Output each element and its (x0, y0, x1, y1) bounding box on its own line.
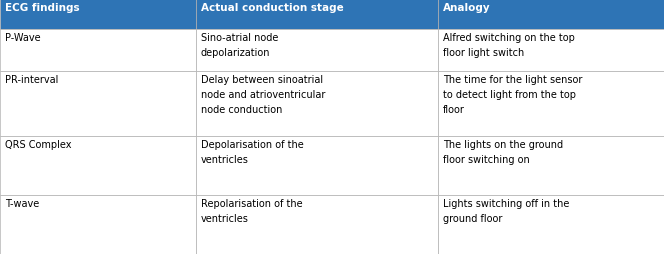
Bar (0, 72, 196, 137)
Text: Sino-atrial node
depolarization: Sino-atrial node depolarization (201, 33, 278, 58)
Bar (0, 0, 196, 30)
Text: The lights on the ground
floor switching on: The lights on the ground floor switching… (443, 140, 563, 164)
Text: Repolarisation of the
ventricles: Repolarisation of the ventricles (201, 199, 302, 223)
Bar (438, 137, 664, 196)
Text: Analogy: Analogy (443, 3, 491, 13)
Bar (438, 196, 664, 254)
Bar (196, 0, 438, 30)
Text: T-wave: T-wave (5, 199, 39, 209)
Text: ECG findings: ECG findings (5, 3, 79, 13)
Bar (196, 72, 438, 137)
Text: Lights switching off in the
ground floor: Lights switching off in the ground floor (443, 199, 569, 223)
Bar (196, 137, 438, 196)
Bar (196, 30, 438, 72)
Bar (0, 196, 196, 254)
Bar (196, 196, 438, 254)
Text: PR-interval: PR-interval (5, 75, 58, 85)
Bar (438, 30, 664, 72)
Bar (438, 72, 664, 137)
Text: Delay between sinoatrial
node and atrioventricular
node conduction: Delay between sinoatrial node and atriov… (201, 75, 325, 114)
Bar (0, 30, 196, 72)
Text: Depolarisation of the
ventricles: Depolarisation of the ventricles (201, 140, 303, 164)
Text: The time for the light sensor
to detect light from the top
floor: The time for the light sensor to detect … (443, 75, 582, 114)
Text: Actual conduction stage: Actual conduction stage (201, 3, 343, 13)
Text: P-Wave: P-Wave (5, 33, 41, 43)
Bar (438, 0, 664, 30)
Text: QRS Complex: QRS Complex (5, 140, 71, 150)
Bar (0, 137, 196, 196)
Text: Alfred switching on the top
floor light switch: Alfred switching on the top floor light … (443, 33, 575, 58)
